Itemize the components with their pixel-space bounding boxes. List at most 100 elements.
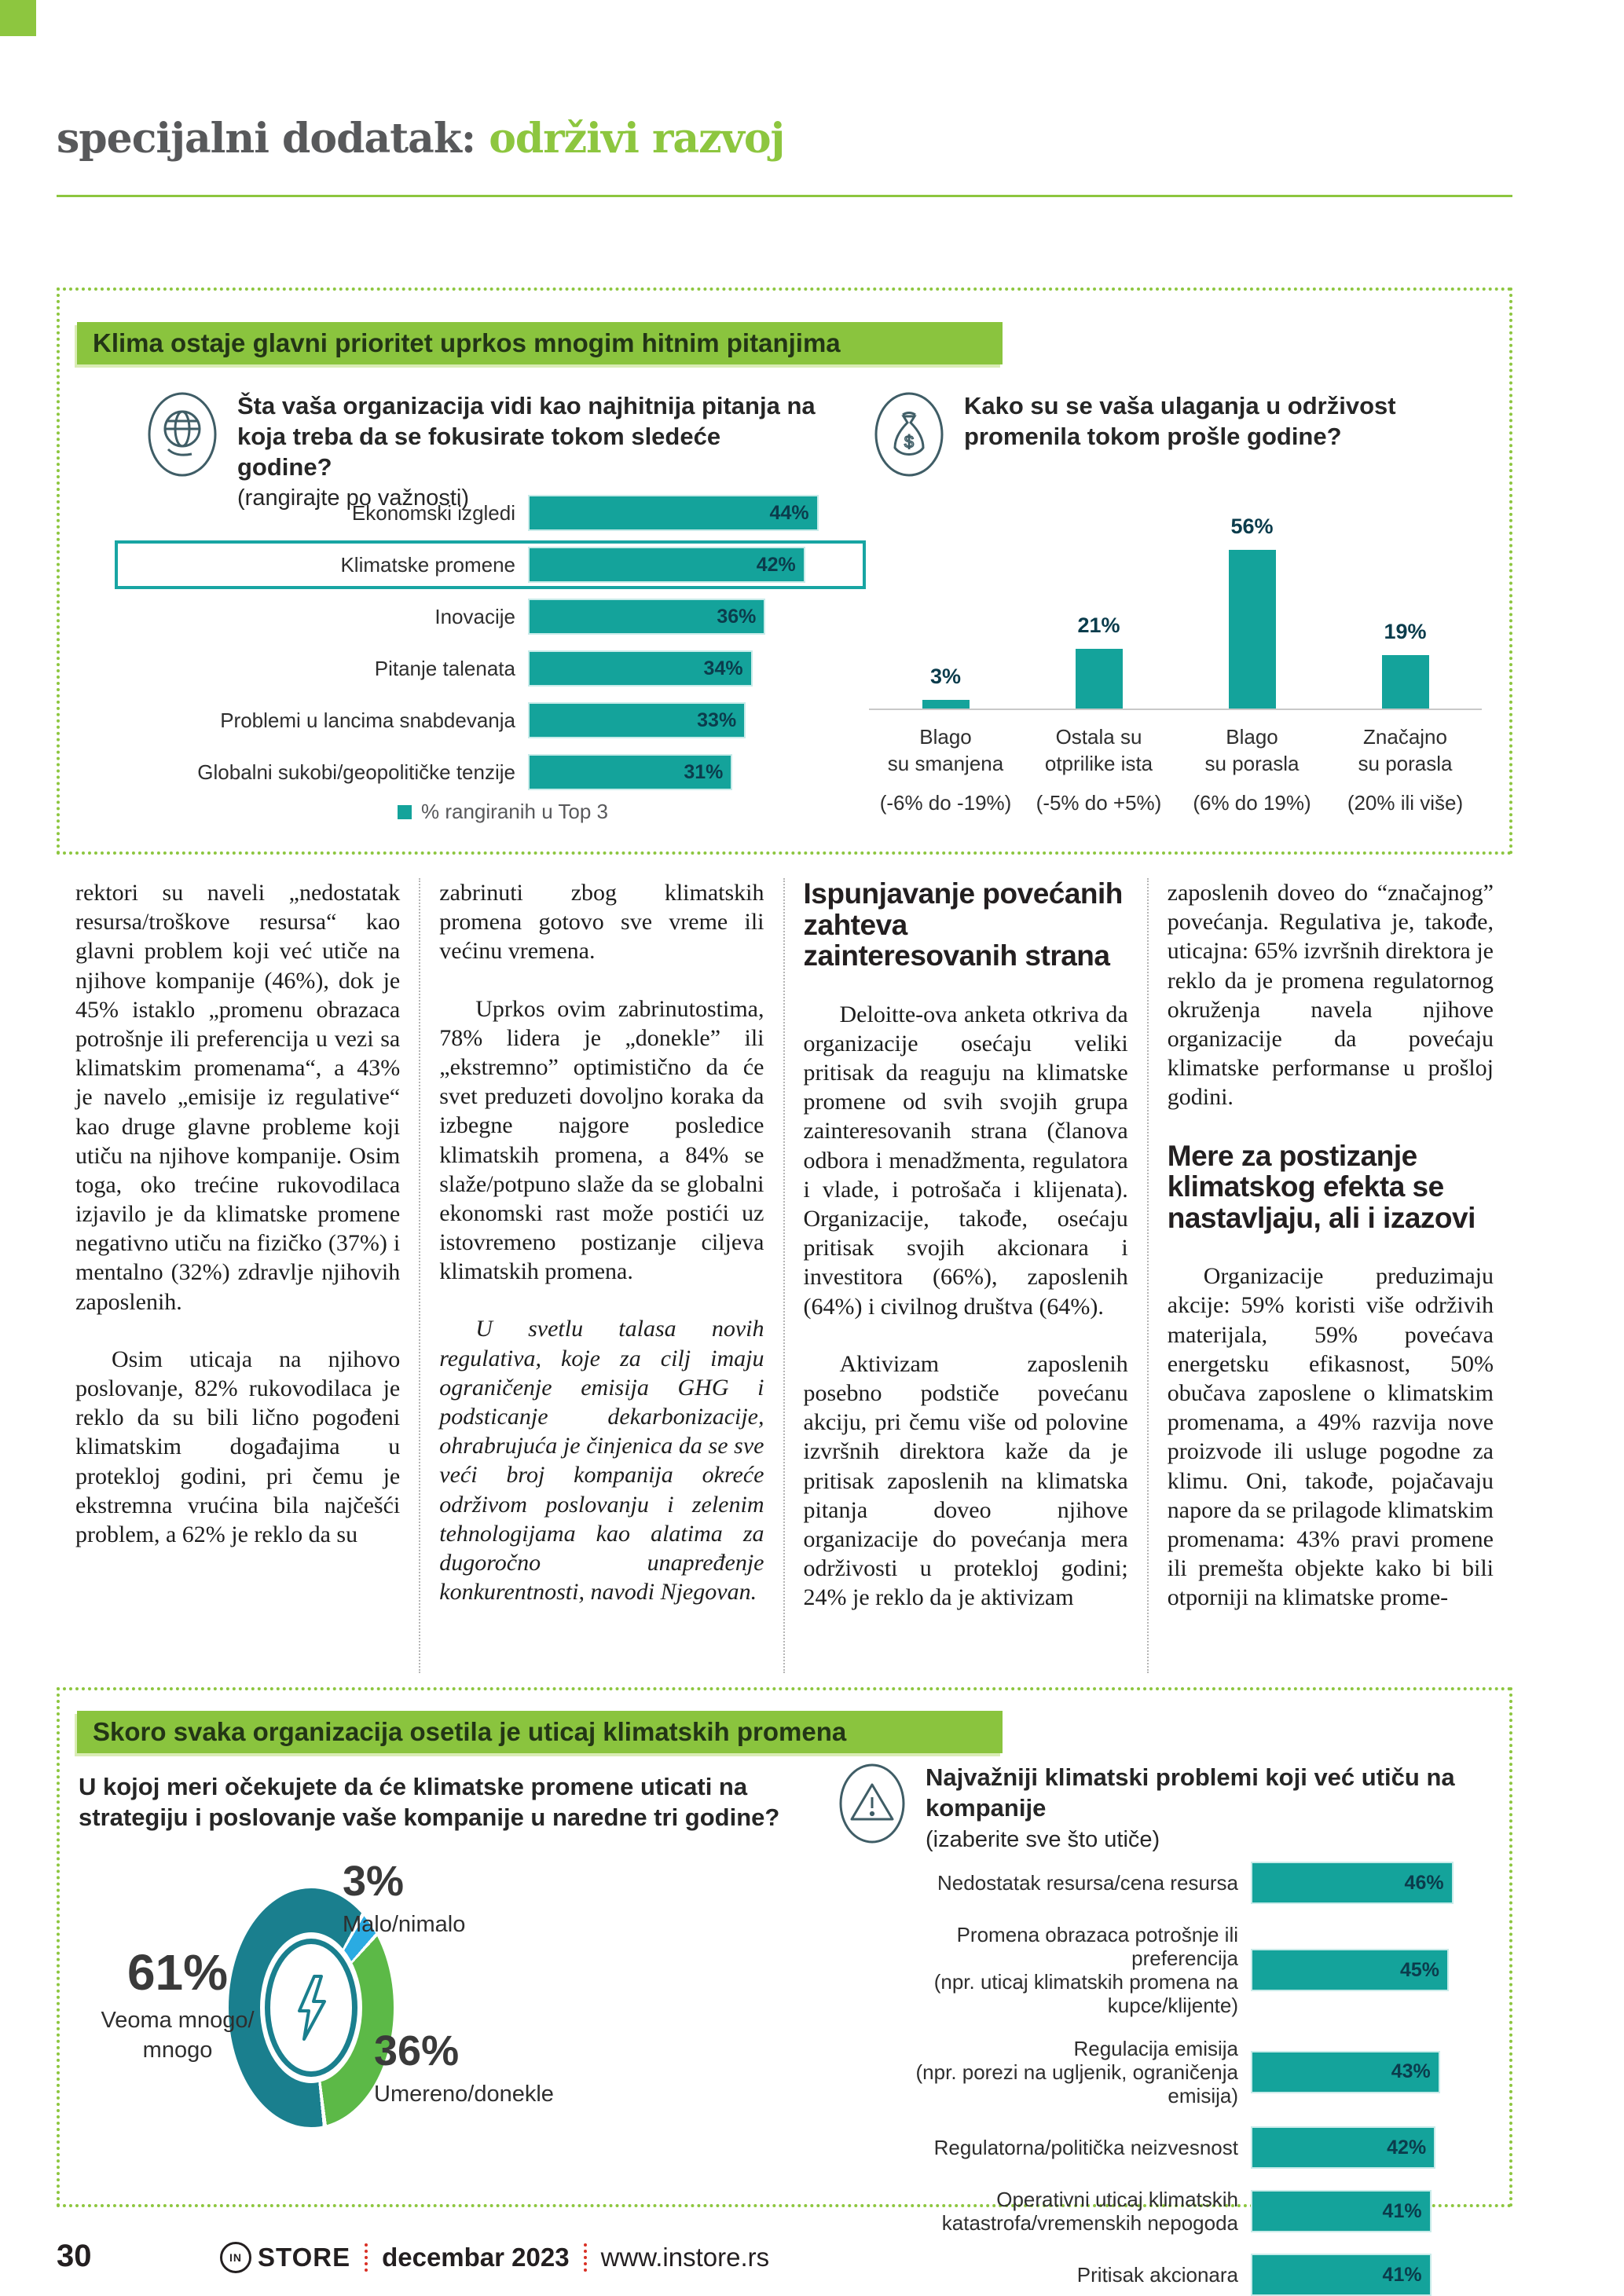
in-circle-icon: IN	[220, 2242, 251, 2273]
bar-row: Operativni uticaj klimatskih katastrofa/…	[845, 2184, 1471, 2238]
impact-donut-chart	[229, 1888, 394, 2127]
donut-hole	[260, 1932, 362, 2083]
article-column: zaposlenih doveo do “značajnog” povećanj…	[1149, 878, 1512, 1673]
donut-pct: 3%	[343, 1858, 405, 1905]
bar: 36%	[528, 599, 766, 635]
page-number: 30	[57, 2239, 92, 2273]
column-value: 21%	[1077, 613, 1120, 638]
bar-row: Pitanje talenata 34%	[123, 647, 858, 690]
bar-value: 34%	[703, 657, 743, 679]
section1-title: Klima ostaje glavni prioritet uprkos mno…	[77, 322, 1003, 364]
column-bar	[1075, 649, 1123, 709]
bar-value: 46%	[1404, 1871, 1444, 1894]
page-title: specijalni dodatak: održivi razvoj	[57, 115, 785, 163]
bar: 33%	[528, 702, 746, 738]
column-value: 19%	[1384, 619, 1427, 643]
question-issues-title: Najvažniji klimatski problemi koji već u…	[926, 1763, 1455, 1822]
column: 56%	[1175, 473, 1329, 709]
column: 21%	[1022, 473, 1175, 709]
article-paragraph: Aktivizam zaposlenih posebno podstiče po…	[803, 1350, 1128, 1611]
column-bar	[922, 700, 970, 709]
bar-label: Operativni uticaj klimatskih katastrofa/…	[941, 2188, 1238, 2236]
bar-label: Problemi u lancima snabdevanja	[220, 708, 515, 732]
bar-track: 46%	[1251, 1862, 1471, 1904]
question-investments: $ Kako su se vaša ulaganja u održivost p…	[873, 391, 1486, 482]
section-climate-impact: Skoro svaka organizacija osetila je utic…	[57, 1687, 1512, 2296]
column: 19%	[1329, 473, 1482, 709]
footer: IN STORE decembar 2023 www.instore.rs	[220, 2242, 769, 2273]
footer-url: www.instore.rs	[600, 2243, 770, 2272]
bar-row: Pritisak akcionara 41%	[845, 2250, 1471, 2296]
article-column: Ispunjavanje povećanih zahteva zainteres…	[785, 878, 1149, 1673]
bar-track: 33%	[528, 702, 858, 738]
column-bar	[1381, 654, 1429, 709]
bar-value: 33%	[697, 709, 737, 731]
corner-accent-square	[0, 0, 36, 36]
lightning-icon	[265, 1939, 357, 2077]
brand-name: STORE	[258, 2243, 351, 2272]
donut-sublabel: Veoma mnogo/ mnogo	[101, 2008, 255, 2063]
bar-row: Nedostatak resursa/cena resursa 46%	[845, 1858, 1471, 1907]
bar-label: Pitanje talenata	[374, 656, 515, 680]
globe-icon	[146, 391, 218, 511]
donut-sublabel: Umereno/donekle	[374, 2082, 554, 2107]
issues-bar-chart: Nedostatak resursa/cena resursa 46% Promen…	[845, 1858, 1471, 2296]
bar-value: 42%	[756, 553, 796, 576]
bar-track: 41%	[1251, 2254, 1471, 2296]
donut-label-much: 61% Veoma mnogo/ mnogo	[75, 1943, 280, 2065]
bar: 44%	[528, 495, 819, 531]
bar: 41%	[1251, 2190, 1432, 2233]
article-heading: Mere za postizanje klimatskog efekta se …	[1167, 1139, 1476, 1234]
section-climate-priority: Klima ostaje glavni prioritet uprkos mno…	[57, 287, 1512, 855]
bar-label: Ekonomski izgledi	[351, 500, 515, 525]
bar-value: 45%	[1399, 1958, 1439, 1981]
bar: 45%	[1251, 1949, 1449, 1992]
bar-row: Regulacija emisija (npr. porezi na uglje…	[845, 2034, 1471, 2111]
bar-row: Regulatorna/politička neizvesnost 42%	[845, 2123, 1471, 2172]
column-value: 56%	[1230, 514, 1274, 539]
question-priorities-note: (rangirajte po važnosti)	[237, 485, 469, 511]
bar-row: Inovacije 36%	[123, 595, 858, 638]
donut-pct: 61%	[126, 1944, 229, 2001]
article-paragraph: zabrinuti zbog klimatskih promena gotovo…	[439, 880, 764, 965]
bar-row: Problemi u lancima snabdevanja 33%	[123, 699, 858, 742]
column-plot: 3% 21% 56% 19%	[869, 473, 1482, 710]
bar-row: Ekonomski izgledi 44%	[123, 492, 858, 534]
column-bar	[1228, 550, 1276, 709]
bar-label: Globalni sukobi/geopolitičke tenzije	[197, 760, 515, 784]
article-body: rektori su naveli „nedostatak resursa/tr…	[57, 878, 1512, 1673]
column-label: Blago su porasla (6% do 19%)	[1175, 710, 1329, 816]
article-paragraph: Organizacije preduzimaju akcije: 59% kor…	[1167, 1263, 1494, 1611]
donut-label-moderate: 36% Umereno/donekle	[374, 2027, 610, 2110]
bar-label: Nedostatak resursa/cena resursa	[937, 1870, 1238, 1895]
question-issues: Najvažniji klimatski problemi koji već u…	[838, 1763, 1498, 1853]
question-investments-text: Kako su se vaša ulaganja u održivost pro…	[964, 392, 1396, 450]
donut-sublabel: Malo/nimalo	[343, 1912, 466, 1937]
svg-text:$: $	[904, 432, 914, 452]
footer-date: decembar 2023	[382, 2243, 570, 2272]
column-label: Ostala su otprilike ista (-5% do +5%)	[1022, 710, 1175, 816]
bar-track: 45%	[1251, 1949, 1471, 1992]
column-category: Blago su smanjena	[887, 725, 1004, 775]
money-bag-icon: $	[873, 391, 945, 482]
bar: 34%	[528, 650, 753, 687]
article-paragraph: zaposlenih doveo do “značajnog” povećanj…	[1167, 880, 1494, 1111]
article-column: zabrinuti zbog klimatskih promena gotovo…	[420, 878, 785, 1673]
bar-track: 34%	[528, 650, 858, 687]
header-rule	[57, 195, 1512, 197]
question-priorities-text: Šta vaša organizacija vidi kao najhitnij…	[237, 392, 816, 481]
bar-row: Globalni sukobi/geopolitičke tenzije 31%	[123, 751, 858, 793]
bar: 41%	[1251, 2254, 1432, 2296]
bar: 43%	[1251, 2050, 1440, 2093]
bar-row: Promena obrazaca potrošnje ili preferenc…	[845, 1920, 1471, 2021]
bar: 42%	[528, 547, 805, 583]
column-labels: Blago su smanjena (-6% do -19%) Ostala su …	[869, 710, 1482, 816]
bar-label: Pritisak akcionara	[1076, 2263, 1238, 2287]
bar: 46%	[1251, 1862, 1454, 1904]
bar-label: Regulatorna/politička neizvesnost	[933, 2136, 1238, 2160]
donut-pct: 36%	[374, 2027, 460, 2074]
column: 3%	[869, 473, 1022, 709]
bar-value: 43%	[1391, 2060, 1431, 2083]
bar-label: Promena obrazaca potrošnje ili preferenc…	[933, 1923, 1238, 2018]
